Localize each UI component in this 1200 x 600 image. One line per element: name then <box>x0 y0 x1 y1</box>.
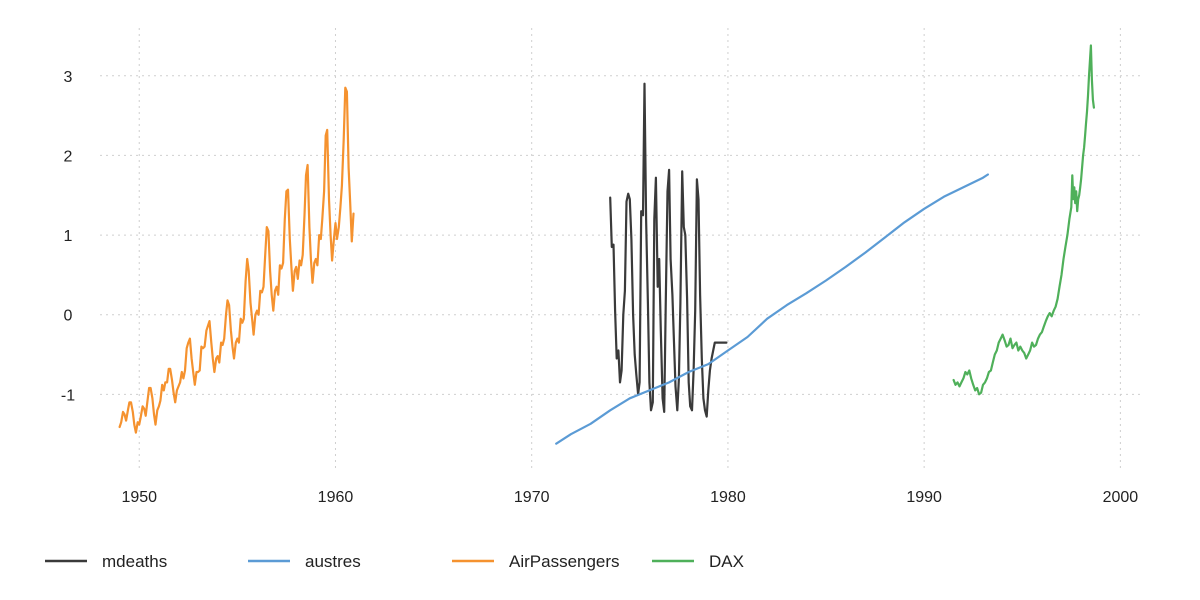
gridlines <box>100 28 1140 470</box>
legend: mdeaths austres AirPassengers DAX <box>45 552 744 571</box>
legend-label-austres: austres <box>305 552 361 571</box>
series-lines <box>118 44 1096 445</box>
y-tick-label: 0 <box>64 308 73 325</box>
x-tick-label: 1980 <box>710 489 746 506</box>
legend-label-airpassengers: AirPassengers <box>509 552 620 571</box>
y-tick-label: 2 <box>64 148 73 165</box>
series-line-airpassengers <box>118 86 355 434</box>
x-tick-label: 1960 <box>318 489 354 506</box>
x-tick-label: 1950 <box>121 489 157 506</box>
series-line-austres <box>555 173 990 445</box>
series-line-mdeaths <box>609 82 728 418</box>
x-tick-label: 1990 <box>906 489 942 506</box>
y-tick-label: 1 <box>64 228 73 245</box>
series-line-dax <box>952 44 1096 396</box>
y-tick-label: -1 <box>61 387 75 404</box>
x-tick-label: 2000 <box>1103 489 1139 506</box>
y-tick-label: 3 <box>64 69 73 86</box>
legend-label-dax: DAX <box>709 552 744 571</box>
legend-label-mdeaths: mdeaths <box>102 552 167 571</box>
y-axis-tick-labels: -1 0 1 2 3 <box>61 69 75 405</box>
x-tick-label: 1970 <box>514 489 550 506</box>
x-axis-tick-labels: 1950 1960 1970 1980 1990 2000 <box>121 489 1138 506</box>
